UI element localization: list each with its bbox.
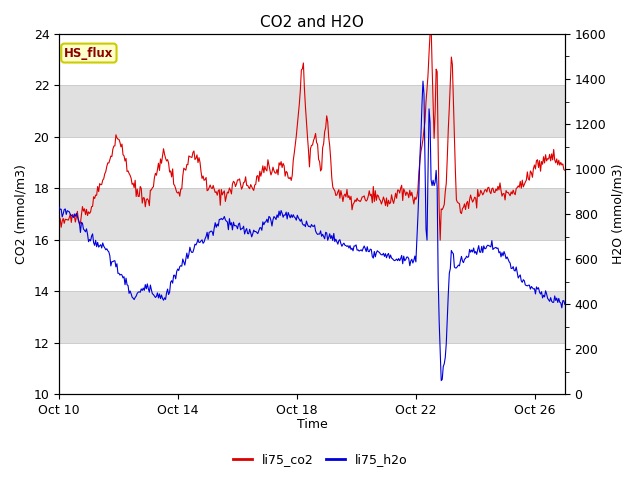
Bar [59,85,565,137]
Bar [59,188,565,240]
Y-axis label: H2O (mmol/m3): H2O (mmol/m3) [612,164,625,264]
Text: HS_flux: HS_flux [64,47,113,60]
X-axis label: Time: Time [296,419,328,432]
Y-axis label: CO2 (mmol/m3): CO2 (mmol/m3) [15,164,28,264]
Legend: li75_co2, li75_h2o: li75_co2, li75_h2o [228,448,412,471]
Title: CO2 and H2O: CO2 and H2O [260,15,364,30]
Bar [59,291,565,343]
